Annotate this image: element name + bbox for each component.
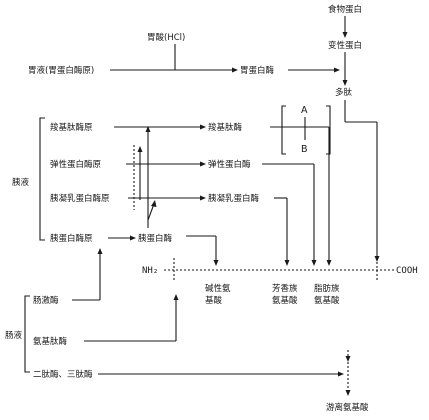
ab-right-bracket (326, 105, 331, 155)
arrowhead (200, 124, 206, 130)
arrowhead (97, 248, 103, 254)
elastase-label: 弹性蛋白酶 (208, 159, 251, 170)
arrowhead (145, 126, 151, 132)
free-amino-acids-label: 游离氨基酸 (326, 402, 369, 413)
chymotrypsin-label: 胰凝乳蛋白酶 (208, 193, 260, 204)
arrowhead (342, 32, 348, 38)
denatured-protein-label: 变性蛋白 (328, 40, 362, 51)
label-a: A (301, 105, 308, 116)
basic-aa-label-2: 基酸 (205, 295, 223, 306)
aromatic-aa-label-1: 芳香族 (272, 283, 298, 294)
arrowhead (311, 260, 317, 266)
aromatic-aa-label-2: 氨基酸 (272, 295, 298, 306)
pancreatic-juice-brace (39, 117, 45, 241)
arrowhead (342, 80, 348, 86)
aliphatic-aa-label-2: 氨基酸 (314, 295, 340, 306)
arrowhead (338, 371, 344, 377)
cooh-label: COOH (396, 266, 418, 276)
ab-left-bracket (281, 105, 286, 155)
trypsin-branch-chymotrypsin (147, 203, 155, 221)
di-tri-peptidase-label: 二肽酶、三肽酶 (33, 369, 93, 380)
arrowhead (213, 260, 219, 266)
arrowhead (200, 195, 206, 201)
arrowhead (284, 260, 290, 266)
trypsin-label: 胰蛋白酶 (138, 233, 173, 244)
arrowhead (232, 67, 238, 73)
arrowhead (200, 161, 206, 167)
arrowhead (374, 256, 380, 262)
food-protein-label: 食物蛋白 (328, 4, 362, 15)
aminopeptidase-label: 氨基肽酶 (33, 336, 68, 347)
pancreatic-juice-label: 胰液 (12, 177, 30, 188)
nh2-label: NH₂ (142, 266, 158, 276)
pepsin-label: 胃蛋白酶 (240, 65, 275, 76)
arrowhead (326, 260, 332, 266)
gastric-acid-label: 胃酸(HCl) (147, 32, 185, 43)
arrowhead (173, 294, 179, 300)
carboxypeptidase-label: 羧基肽酶 (208, 122, 243, 133)
intestinal-juice-brace (24, 295, 30, 373)
procarboxypeptidase-label: 羧基肽酶原 (50, 122, 93, 133)
chymotrypsinogen-label: 胰凝乳蛋白酶原 (50, 193, 110, 204)
arrowhead (130, 235, 136, 241)
gastric-juice-label: 胃液(胃蛋白酶原) (28, 65, 94, 76)
label-b: B (301, 144, 308, 155)
arrowhead (345, 390, 351, 396)
proelastase-label: 弹性蛋白酶原 (50, 159, 101, 170)
polypeptide-label: 多肽 (335, 87, 353, 98)
aliphatic-aa-label-1: 脂肪族 (314, 283, 340, 294)
basic-aa-label-1: 碱性氨 (205, 283, 231, 294)
trypsinogen-label: 胰蛋白酶原 (50, 233, 93, 244)
arrowhead (137, 146, 143, 152)
enterokinase-label: 肠激酶 (33, 295, 59, 306)
intestinal-juice-label: 肠液 (5, 330, 23, 341)
arrowhead (334, 67, 340, 73)
arrowhead (345, 356, 351, 362)
arrowhead (151, 200, 157, 207)
